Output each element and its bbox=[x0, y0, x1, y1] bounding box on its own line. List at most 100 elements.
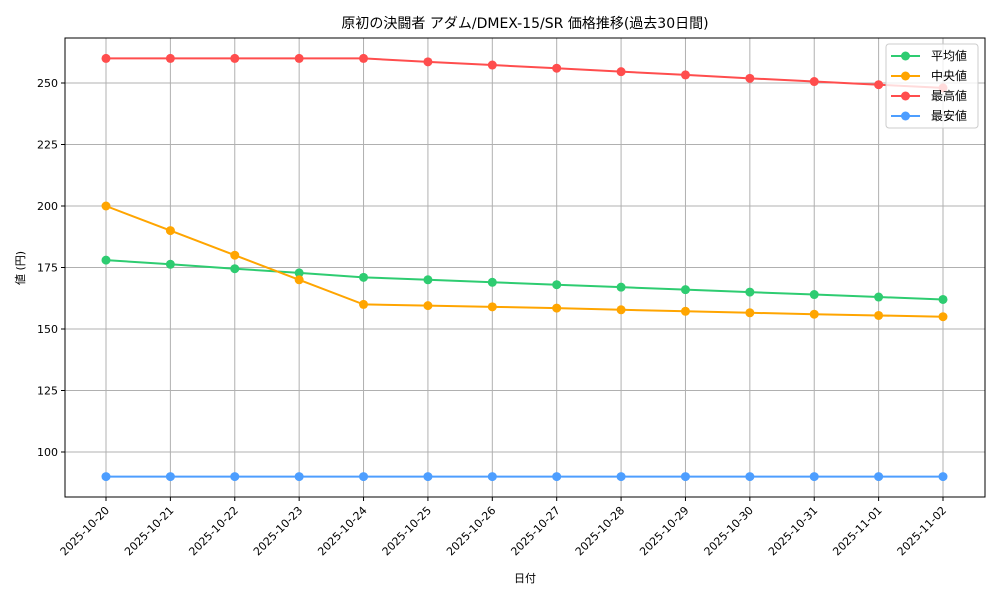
data-point-marker bbox=[294, 275, 304, 285]
data-point-marker bbox=[359, 272, 369, 282]
series-1 bbox=[101, 201, 948, 322]
data-point-marker bbox=[359, 53, 369, 63]
x-tick-label: 2025-10-26 bbox=[444, 504, 498, 558]
data-point-marker bbox=[101, 472, 111, 482]
data-point-marker bbox=[165, 259, 175, 269]
legend-marker-icon bbox=[901, 71, 910, 81]
x-tick-label: 2025-10-30 bbox=[702, 504, 756, 558]
data-point-marker bbox=[294, 53, 304, 63]
data-point-marker bbox=[487, 277, 497, 287]
data-point-marker bbox=[423, 472, 433, 482]
data-point-marker bbox=[294, 472, 304, 482]
x-tick-label: 2025-10-20 bbox=[58, 504, 112, 558]
y-tick-label: 225 bbox=[37, 139, 58, 152]
legend-marker-icon bbox=[901, 91, 910, 101]
plot-frame bbox=[64, 37, 986, 498]
data-point-marker bbox=[487, 60, 497, 70]
data-point-marker bbox=[745, 472, 755, 482]
y-axis-ticks: 100 125 150 175 200 225 250 bbox=[37, 77, 65, 459]
legend-label: 最高値 bbox=[931, 88, 967, 103]
data-point-marker bbox=[874, 472, 884, 482]
data-point-marker bbox=[423, 301, 433, 311]
x-tick-label: 2025-10-29 bbox=[637, 504, 691, 558]
data-point-marker bbox=[230, 53, 240, 63]
data-point-marker bbox=[616, 282, 626, 292]
data-point-marker bbox=[745, 308, 755, 318]
data-point-marker bbox=[487, 472, 497, 482]
data-point-marker bbox=[230, 264, 240, 274]
data-point-marker bbox=[294, 268, 304, 278]
legend-item: 最高値 bbox=[891, 88, 967, 103]
data-point-marker bbox=[359, 299, 369, 309]
x-tick-label: 2025-11-01 bbox=[830, 504, 884, 558]
x-axis-label: 日付 bbox=[514, 572, 536, 585]
data-point-marker bbox=[809, 472, 819, 482]
y-tick-label: 200 bbox=[37, 200, 58, 213]
legend-marker-icon bbox=[901, 51, 910, 61]
series-3 bbox=[101, 472, 948, 482]
y-tick-label: 150 bbox=[37, 323, 58, 336]
data-point-marker bbox=[423, 275, 433, 285]
y-tick-label: 175 bbox=[37, 262, 58, 275]
y-tick-label: 125 bbox=[37, 385, 58, 398]
y-axis-label: 値 (円) bbox=[14, 251, 27, 285]
data-point-marker bbox=[938, 312, 948, 322]
data-point-marker bbox=[809, 77, 819, 87]
chart-title: 原初の決闘者 アダム/DMEX-15/SR 価格推移(過去30日間) bbox=[341, 15, 708, 32]
data-point-marker bbox=[680, 285, 690, 295]
x-tick-label: 2025-10-23 bbox=[251, 504, 305, 558]
legend-item: 中央値 bbox=[891, 68, 967, 83]
x-tick-label: 2025-10-27 bbox=[508, 504, 562, 558]
data-point-marker bbox=[616, 305, 626, 315]
data-point-marker bbox=[680, 70, 690, 80]
data-point-marker bbox=[552, 472, 562, 482]
x-tick-label: 2025-10-21 bbox=[122, 504, 176, 558]
data-point-marker bbox=[230, 472, 240, 482]
data-point-marker bbox=[809, 309, 819, 319]
data-point-marker bbox=[616, 67, 626, 77]
grid-lines bbox=[65, 38, 985, 497]
data-point-marker bbox=[809, 290, 819, 300]
y-tick-label: 100 bbox=[37, 446, 58, 459]
data-point-marker bbox=[101, 255, 111, 265]
data-point-marker bbox=[874, 310, 884, 320]
legend-label: 平均値 bbox=[931, 48, 967, 63]
data-point-marker bbox=[552, 63, 562, 73]
x-tick-label: 2025-10-28 bbox=[573, 504, 627, 558]
data-point-marker bbox=[165, 226, 175, 236]
data-point-marker bbox=[552, 280, 562, 290]
data-point-marker bbox=[874, 292, 884, 302]
data-point-marker bbox=[230, 250, 240, 260]
data-point-marker bbox=[616, 472, 626, 482]
data-point-marker bbox=[487, 302, 497, 312]
data-point-marker bbox=[165, 472, 175, 482]
legend-label: 中央値 bbox=[931, 68, 967, 83]
data-point-marker bbox=[359, 472, 369, 482]
data-point-marker bbox=[745, 287, 755, 297]
data-point-marker bbox=[101, 201, 111, 211]
series-line bbox=[106, 57, 944, 89]
data-point-marker bbox=[938, 472, 948, 482]
y-tick-label: 250 bbox=[37, 77, 58, 90]
legend-box bbox=[885, 43, 979, 129]
x-tick-label: 2025-10-31 bbox=[766, 504, 820, 558]
series-2 bbox=[101, 53, 948, 93]
x-tick-label: 2025-10-25 bbox=[380, 504, 434, 558]
data-point-marker bbox=[101, 53, 111, 63]
legend-label: 最安値 bbox=[931, 108, 967, 123]
x-axis-ticks: 2025-10-20 2025-10-21 2025-10-22 2025-10-23… bbox=[58, 497, 949, 558]
series-line bbox=[105, 259, 944, 301]
x-tick-label: 2025-10-22 bbox=[186, 504, 240, 558]
data-point-marker bbox=[680, 306, 690, 316]
x-tick-label: 2025-10-24 bbox=[315, 504, 369, 558]
series-line bbox=[105, 205, 944, 318]
data-point-marker bbox=[552, 303, 562, 313]
data-point-marker bbox=[680, 472, 690, 482]
data-point-marker bbox=[874, 80, 884, 90]
series-0 bbox=[101, 255, 948, 304]
x-tick-label: 2025-11-02 bbox=[895, 504, 949, 558]
legend-marker-icon bbox=[901, 111, 910, 121]
data-point-marker bbox=[423, 57, 433, 67]
